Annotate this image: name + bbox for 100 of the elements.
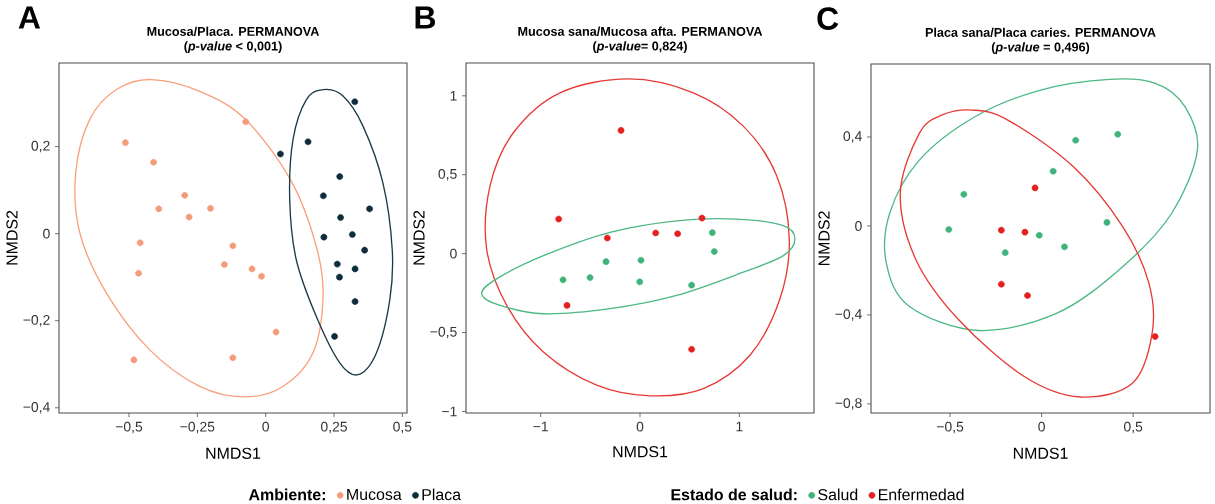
chart-subtitle: (p-value= 0,824) xyxy=(593,41,687,54)
x-axis-title: NMDS1 xyxy=(206,447,261,459)
y-tick-label: −0,5 xyxy=(430,326,457,339)
y-axis-title: NMDS2 xyxy=(413,210,425,265)
y-tick-label: 0 xyxy=(43,228,50,239)
point xyxy=(333,260,341,268)
x-tick-label: −0,25 xyxy=(180,421,215,434)
legend-title: Estado de salud: xyxy=(671,488,797,501)
text: B xyxy=(415,6,435,29)
point xyxy=(351,265,359,273)
point xyxy=(604,234,611,242)
point xyxy=(272,328,280,336)
point xyxy=(348,231,356,238)
legend-label: Salud xyxy=(818,488,858,501)
point xyxy=(555,215,562,223)
x-tick-label: 0 xyxy=(262,421,269,432)
point xyxy=(1114,130,1122,138)
point xyxy=(366,205,373,213)
point xyxy=(181,192,189,199)
point xyxy=(998,280,1005,288)
point xyxy=(1061,243,1068,251)
point xyxy=(1021,228,1029,236)
x-tick-label: 0 xyxy=(636,421,644,432)
point xyxy=(122,139,129,146)
point xyxy=(960,191,968,198)
point xyxy=(331,333,338,340)
y-tick-label: −0,4 xyxy=(23,402,50,414)
point xyxy=(320,233,328,241)
point xyxy=(708,229,716,236)
point xyxy=(617,127,625,134)
x-tick-label: −0,5 xyxy=(115,421,143,434)
chart-title: Mucosa/Placa. PERMANOVA xyxy=(147,26,320,37)
x-tick-label: −0,5 xyxy=(937,421,964,434)
x-tick-label: 0,5 xyxy=(1123,421,1143,434)
point xyxy=(336,173,344,180)
x-tick-label: −1 xyxy=(533,421,548,432)
chart-subtitle: (p-value = 0,496) xyxy=(991,42,1090,55)
point xyxy=(559,276,567,284)
legend-label: Placa xyxy=(422,488,462,501)
text: C xyxy=(817,7,839,30)
point xyxy=(1001,249,1009,256)
point xyxy=(602,258,610,265)
point xyxy=(304,138,312,146)
point xyxy=(698,214,706,222)
y-tick-label: 0,4 xyxy=(843,131,862,143)
point xyxy=(258,272,265,280)
point xyxy=(688,345,695,353)
point xyxy=(337,214,344,221)
point xyxy=(248,265,256,273)
point xyxy=(336,273,343,281)
point xyxy=(652,229,660,237)
y-tick-label: 0,5 xyxy=(438,168,457,181)
y-axis-title: NMDS2 xyxy=(6,210,18,265)
point xyxy=(945,226,953,233)
x-tick-label: 0,25 xyxy=(320,421,347,434)
y-tick-label: −0,8 xyxy=(835,398,862,410)
chart-title: Mucosa sana/Mucosa afta. PERMANOVA xyxy=(518,26,763,37)
y-tick-label: 1 xyxy=(450,91,457,101)
y-tick-label: −0,2 xyxy=(23,314,50,327)
point xyxy=(1151,333,1159,340)
point xyxy=(1103,219,1111,226)
y-tick-label: −1 xyxy=(442,406,457,417)
point xyxy=(229,242,237,250)
x-axis-title: NMDS1 xyxy=(613,446,668,458)
point xyxy=(361,246,368,254)
point xyxy=(1031,184,1039,192)
point xyxy=(150,158,157,166)
point xyxy=(155,205,163,213)
x-tick-label: 0,5 xyxy=(393,421,412,434)
point xyxy=(586,274,594,281)
point xyxy=(207,205,214,212)
point xyxy=(351,298,359,305)
legend-title: Ambiente: xyxy=(248,488,325,501)
point xyxy=(1035,231,1043,239)
point xyxy=(136,239,144,247)
point xyxy=(674,230,681,238)
legend-label: Enfermedad xyxy=(878,488,964,501)
point xyxy=(1024,292,1031,299)
point xyxy=(351,98,359,106)
y-tick-label: −0,4 xyxy=(835,309,862,321)
point xyxy=(688,281,695,289)
point xyxy=(320,192,327,200)
text: A xyxy=(18,6,41,29)
point xyxy=(563,302,571,309)
point xyxy=(1049,167,1057,175)
y-tick-label: 0 xyxy=(855,221,862,231)
point xyxy=(242,118,250,126)
y-tick-label: 0 xyxy=(450,248,457,259)
y-tick-label: 0,2 xyxy=(31,140,50,153)
point xyxy=(710,248,718,255)
point xyxy=(637,256,645,264)
x-tick-label: 1 xyxy=(736,421,743,432)
point xyxy=(636,278,644,286)
point xyxy=(130,356,138,364)
y-axis-title: NMDS2 xyxy=(818,211,830,266)
point xyxy=(998,226,1005,234)
point xyxy=(185,213,193,221)
x-axis-title: NMDS1 xyxy=(1013,447,1068,459)
chart-subtitle: (p-value < 0,001) xyxy=(184,41,282,54)
x-tick-label: 0 xyxy=(1038,421,1045,432)
